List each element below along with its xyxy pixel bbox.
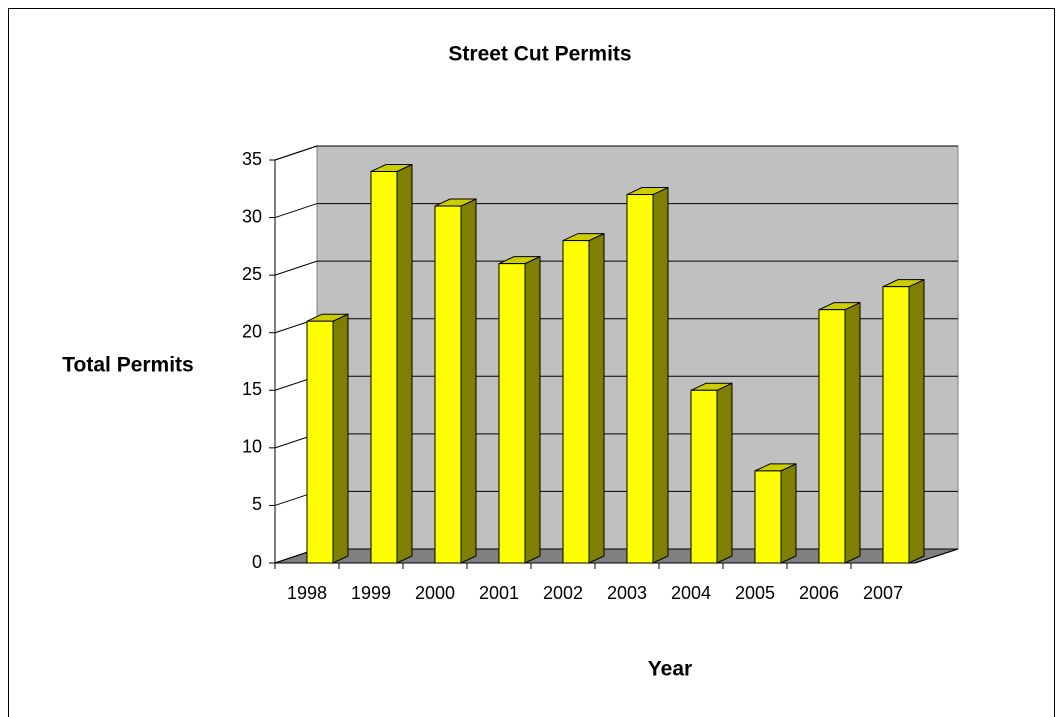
y-tick-label: 35 bbox=[242, 149, 262, 169]
x-tick-label: 2007 bbox=[863, 583, 903, 603]
grid-line bbox=[274, 260, 318, 276]
x-tick-label: 2000 bbox=[415, 583, 455, 603]
bar bbox=[370, 171, 398, 564]
bar bbox=[498, 263, 526, 564]
y-tick-label: 20 bbox=[242, 321, 262, 341]
bar-side bbox=[332, 313, 349, 564]
y-tick-label: 0 bbox=[252, 552, 262, 572]
chart-title: Street Cut Permits bbox=[448, 43, 631, 66]
y-tick-label: 10 bbox=[242, 437, 262, 457]
bar bbox=[306, 320, 334, 564]
x-tick-label: 1998 bbox=[287, 583, 327, 603]
bar-side bbox=[908, 278, 925, 564]
x-tick-label: 2003 bbox=[607, 583, 647, 603]
grid-line bbox=[274, 203, 318, 219]
bar bbox=[754, 470, 782, 564]
bar-side bbox=[780, 463, 797, 564]
y-tick-label: 5 bbox=[252, 494, 262, 514]
x-axis-label: Year bbox=[648, 658, 692, 681]
bar-side bbox=[588, 232, 605, 564]
x-tick-label: 2006 bbox=[799, 583, 839, 603]
x-tick-label: 2001 bbox=[479, 583, 519, 603]
x-tick-label: 2002 bbox=[543, 583, 583, 603]
y-tick-label: 30 bbox=[242, 206, 262, 226]
grid-line bbox=[274, 145, 318, 161]
y-tick-label: 15 bbox=[242, 379, 262, 399]
bar bbox=[626, 194, 654, 564]
bar-side bbox=[396, 163, 413, 564]
x-tick-label: 2005 bbox=[735, 583, 775, 603]
x-tick-label: 1999 bbox=[351, 583, 391, 603]
bar-side bbox=[844, 301, 861, 564]
bar bbox=[690, 389, 718, 564]
x-tick-label: 2004 bbox=[671, 583, 711, 603]
bar-side bbox=[460, 198, 477, 564]
bar-side bbox=[524, 255, 541, 564]
bar-side bbox=[652, 186, 669, 564]
bar bbox=[818, 309, 846, 564]
x-axis-depth bbox=[914, 548, 959, 564]
bar-side bbox=[716, 382, 733, 564]
bar bbox=[882, 286, 910, 564]
y-tick-label: 25 bbox=[242, 264, 262, 284]
bar bbox=[562, 240, 590, 564]
bar bbox=[434, 205, 462, 564]
y-axis-label: Total Permits bbox=[62, 354, 193, 377]
